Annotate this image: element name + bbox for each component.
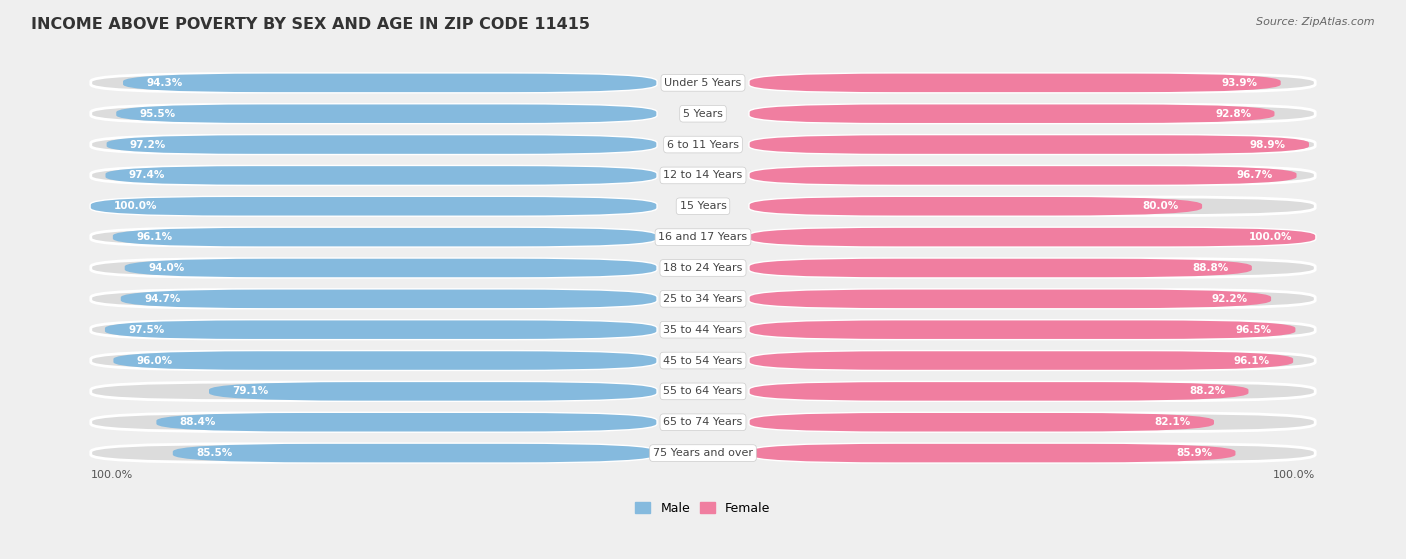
Text: 55 to 64 Years: 55 to 64 Years	[664, 386, 742, 396]
FancyBboxPatch shape	[749, 135, 1315, 154]
FancyBboxPatch shape	[91, 290, 657, 308]
Text: 18 to 24 Years: 18 to 24 Years	[664, 263, 742, 273]
Text: 25 to 34 Years: 25 to 34 Years	[664, 294, 742, 304]
FancyBboxPatch shape	[749, 413, 1315, 432]
Text: 97.2%: 97.2%	[129, 140, 166, 150]
FancyBboxPatch shape	[209, 382, 657, 401]
Text: 88.4%: 88.4%	[180, 417, 217, 427]
Text: 96.1%: 96.1%	[1233, 356, 1270, 366]
Text: 92.2%: 92.2%	[1212, 294, 1247, 304]
FancyBboxPatch shape	[91, 105, 657, 123]
Text: 75 Years and over: 75 Years and over	[652, 448, 754, 458]
Text: 93.9%: 93.9%	[1222, 78, 1257, 88]
FancyBboxPatch shape	[749, 135, 1309, 154]
FancyBboxPatch shape	[91, 166, 657, 184]
FancyBboxPatch shape	[749, 320, 1315, 339]
FancyBboxPatch shape	[749, 228, 1315, 247]
FancyBboxPatch shape	[749, 382, 1315, 401]
Text: 6 to 11 Years: 6 to 11 Years	[666, 140, 740, 150]
FancyBboxPatch shape	[105, 166, 657, 184]
Text: 96.7%: 96.7%	[1237, 170, 1274, 181]
FancyBboxPatch shape	[749, 351, 1294, 370]
FancyBboxPatch shape	[749, 320, 1295, 339]
Text: 96.1%: 96.1%	[136, 232, 173, 242]
Text: 5 Years: 5 Years	[683, 108, 723, 119]
FancyBboxPatch shape	[91, 382, 657, 401]
Text: 97.4%: 97.4%	[129, 170, 165, 181]
FancyBboxPatch shape	[91, 197, 657, 216]
FancyBboxPatch shape	[114, 351, 657, 370]
FancyBboxPatch shape	[749, 74, 1315, 92]
Text: 65 to 74 Years: 65 to 74 Years	[664, 417, 742, 427]
FancyBboxPatch shape	[156, 413, 657, 432]
FancyBboxPatch shape	[91, 351, 657, 370]
FancyBboxPatch shape	[91, 228, 657, 247]
Text: 100.0%: 100.0%	[114, 201, 157, 211]
Text: 94.3%: 94.3%	[146, 78, 183, 88]
Text: 85.5%: 85.5%	[195, 448, 232, 458]
FancyBboxPatch shape	[749, 444, 1315, 462]
Text: 92.8%: 92.8%	[1215, 108, 1251, 119]
FancyBboxPatch shape	[749, 74, 1281, 92]
FancyBboxPatch shape	[749, 197, 1202, 216]
Text: 100.0%: 100.0%	[91, 470, 134, 480]
Text: 85.9%: 85.9%	[1175, 448, 1212, 458]
Text: 80.0%: 80.0%	[1143, 201, 1178, 211]
FancyBboxPatch shape	[749, 382, 1249, 401]
Text: 96.5%: 96.5%	[1236, 325, 1272, 335]
Text: 94.0%: 94.0%	[148, 263, 184, 273]
FancyBboxPatch shape	[91, 259, 657, 277]
FancyBboxPatch shape	[91, 197, 657, 216]
FancyBboxPatch shape	[749, 290, 1315, 308]
FancyBboxPatch shape	[749, 290, 1271, 308]
Text: 12 to 14 Years: 12 to 14 Years	[664, 170, 742, 181]
FancyBboxPatch shape	[749, 197, 1315, 216]
Text: 100.0%: 100.0%	[1272, 470, 1315, 480]
Text: 97.5%: 97.5%	[128, 325, 165, 335]
Text: 79.1%: 79.1%	[232, 386, 269, 396]
Text: 15 Years: 15 Years	[679, 201, 727, 211]
Text: 98.9%: 98.9%	[1250, 140, 1285, 150]
FancyBboxPatch shape	[749, 166, 1315, 184]
Text: 82.1%: 82.1%	[1154, 417, 1191, 427]
Text: 96.0%: 96.0%	[136, 356, 173, 366]
FancyBboxPatch shape	[117, 105, 657, 123]
Text: 88.2%: 88.2%	[1189, 386, 1225, 396]
FancyBboxPatch shape	[749, 105, 1274, 123]
FancyBboxPatch shape	[91, 444, 657, 462]
FancyBboxPatch shape	[173, 444, 657, 462]
Text: 35 to 44 Years: 35 to 44 Years	[664, 325, 742, 335]
FancyBboxPatch shape	[749, 351, 1315, 370]
FancyBboxPatch shape	[749, 105, 1315, 123]
Text: 95.5%: 95.5%	[139, 108, 176, 119]
FancyBboxPatch shape	[91, 320, 657, 339]
Text: 100.0%: 100.0%	[1249, 232, 1292, 242]
FancyBboxPatch shape	[124, 74, 657, 92]
FancyBboxPatch shape	[749, 228, 1315, 247]
FancyBboxPatch shape	[91, 74, 657, 92]
FancyBboxPatch shape	[107, 135, 657, 154]
FancyBboxPatch shape	[749, 259, 1315, 277]
FancyBboxPatch shape	[105, 320, 657, 339]
Text: 16 and 17 Years: 16 and 17 Years	[658, 232, 748, 242]
FancyBboxPatch shape	[749, 413, 1213, 432]
FancyBboxPatch shape	[121, 290, 657, 308]
Text: 45 to 54 Years: 45 to 54 Years	[664, 356, 742, 366]
FancyBboxPatch shape	[91, 135, 657, 154]
FancyBboxPatch shape	[749, 166, 1296, 184]
FancyBboxPatch shape	[125, 259, 657, 277]
FancyBboxPatch shape	[749, 259, 1251, 277]
Text: INCOME ABOVE POVERTY BY SEX AND AGE IN ZIP CODE 11415: INCOME ABOVE POVERTY BY SEX AND AGE IN Z…	[31, 17, 591, 32]
Text: 88.8%: 88.8%	[1192, 263, 1229, 273]
FancyBboxPatch shape	[112, 228, 657, 247]
Text: Source: ZipAtlas.com: Source: ZipAtlas.com	[1257, 17, 1375, 27]
Text: 94.7%: 94.7%	[143, 294, 180, 304]
FancyBboxPatch shape	[91, 413, 657, 432]
Legend: Male, Female: Male, Female	[630, 497, 776, 520]
FancyBboxPatch shape	[749, 444, 1236, 462]
Text: Under 5 Years: Under 5 Years	[665, 78, 741, 88]
